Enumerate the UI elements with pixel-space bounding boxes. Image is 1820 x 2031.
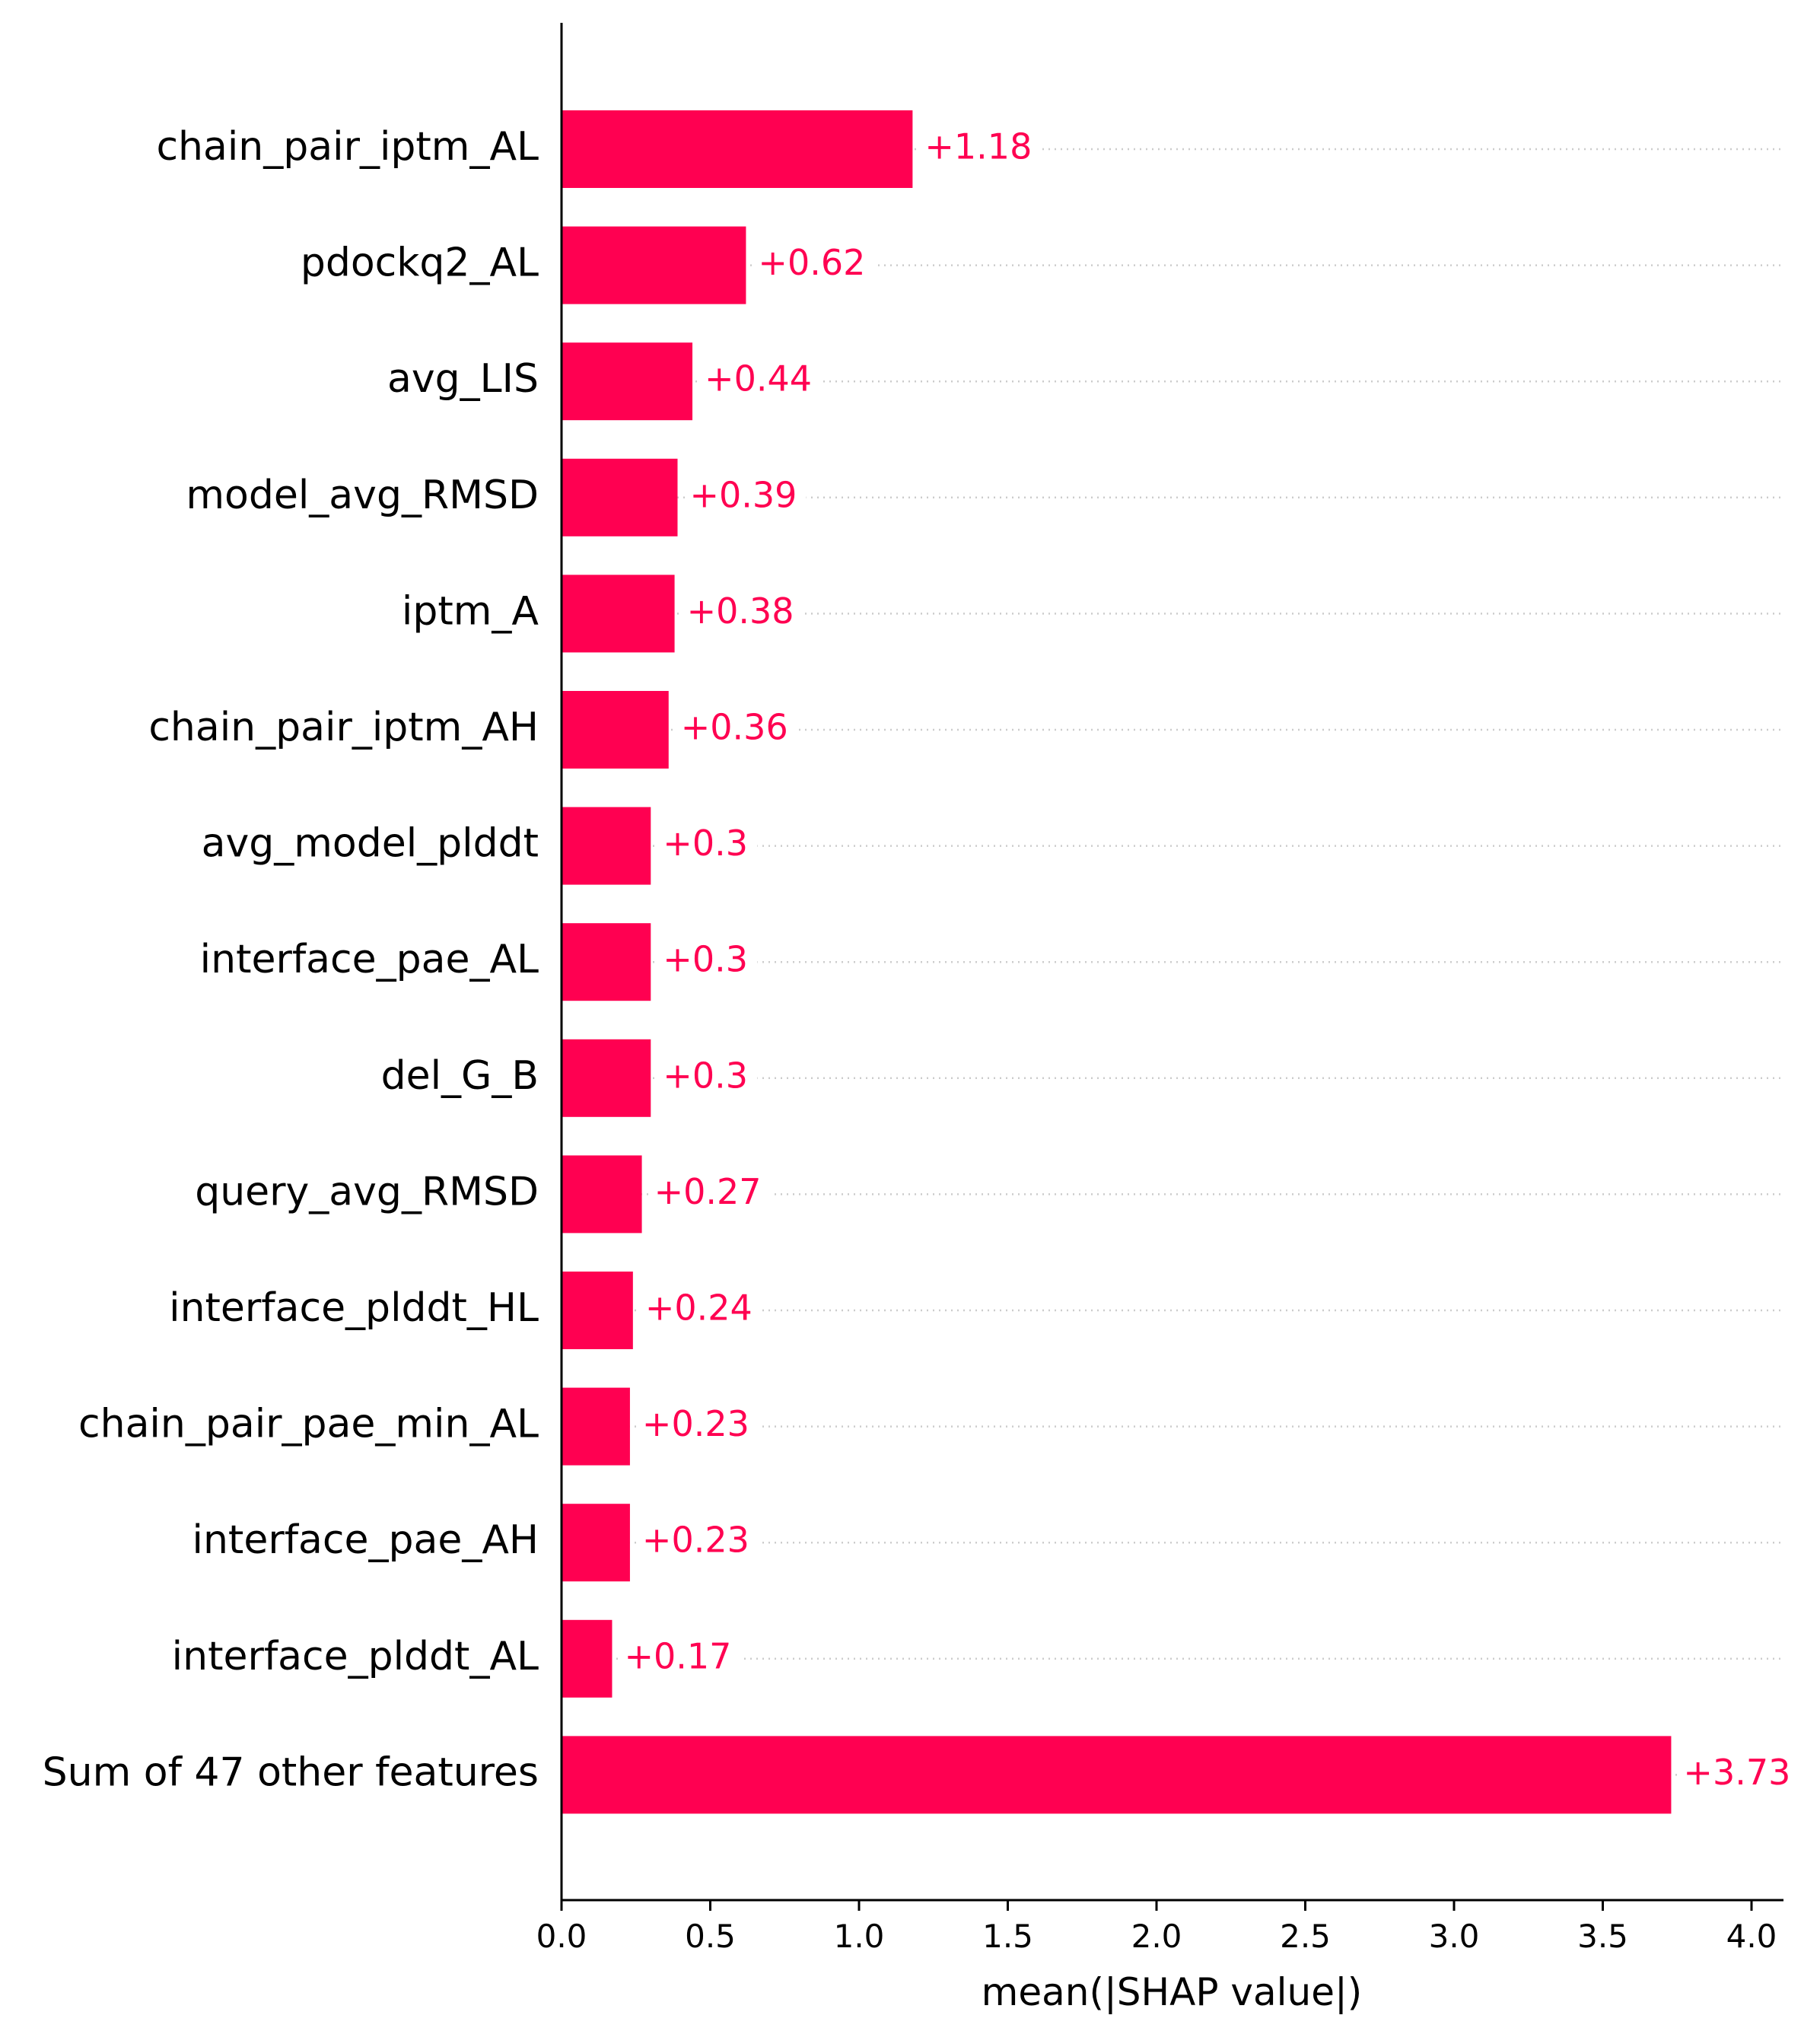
value-label-chain-pair-iptm-ah: +0.36 [681, 707, 788, 748]
value-label-pdockq2-al: +0.62 [758, 242, 865, 283]
feature-label-query-avg-rmsd: query_avg_RMSD [195, 1169, 539, 1214]
feature-label-model-avg-rmsd: model_avg_RMSD [186, 473, 539, 518]
value-label-chain-pair-pae-min-al: +0.23 [642, 1403, 749, 1444]
value-label-backing-pdockq2-al [753, 242, 875, 288]
x-axis-ticks: 0.0 0.5 1.0 1.5 2.0 2.5 3.0 3.5 4.0 [536, 1900, 1777, 1955]
value-label-backing-chain-pair-iptm-ah [676, 707, 797, 753]
value-label-interface-pae-al: +0.3 [663, 939, 748, 980]
value-label-backing-interface-pae-ah [637, 1520, 759, 1566]
bar-model-avg-rmsd [562, 458, 678, 536]
value-label-backing-avg-lis [700, 358, 822, 405]
value-label-model-avg-rmsd: +0.39 [689, 474, 797, 515]
value-label-del-g-b: +0.3 [663, 1055, 748, 1096]
feature-label-chain-pair-iptm-al: chain_pair_iptm_AL [156, 124, 539, 170]
x-tick-label-1-5: 1.5 [982, 1918, 1033, 1955]
value-label-backing-model-avg-rmsd [685, 474, 807, 520]
bar-chain-pair-iptm-al [562, 110, 913, 188]
bar-pdockq2-al [562, 226, 746, 304]
value-label-backing-iptm-a [682, 591, 803, 637]
value-label-backing-chain-pair-iptm-al [920, 126, 1042, 172]
feature-label-chain-pair-pae-min-al: chain_pair_pae_min_AL [78, 1402, 539, 1447]
bar-interface-plddt-al [562, 1619, 612, 1698]
bar-avg-lis [562, 342, 693, 421]
x-tick-label-3-0: 3.0 [1429, 1918, 1480, 1955]
bar-chain-pair-iptm-ah [562, 691, 669, 769]
feature-label-avg-lis: avg_LIS [387, 356, 539, 402]
feature-label-interface-plddt-al: interface_plddt_AL [172, 1634, 539, 1679]
value-label-interface-plddt-hl: +0.24 [645, 1288, 752, 1329]
bar-iptm-a [562, 575, 675, 653]
value-label-backing-interface-plddt-al [619, 1635, 741, 1682]
bar-interface-pae-ah [562, 1504, 630, 1582]
bar-interface-pae-al [562, 923, 651, 1001]
feature-labels: chain_pair_iptm_AL pdockq2_AL avg_LISmodel… [43, 124, 539, 1795]
value-label-backing-avg-model-plddt [658, 823, 758, 869]
x-tick-label-0-5: 0.5 [685, 1918, 736, 1955]
bar-chain-pair-pae-min-al [562, 1387, 630, 1466]
x-tick-label-0-0: 0.0 [536, 1918, 587, 1955]
value-label-backing-interface-pae-al [658, 939, 758, 985]
value-label-iptm-a: +0.38 [687, 591, 794, 632]
feature-label-iptm-a: iptm_A [402, 588, 539, 634]
x-tick-label-3-5: 3.5 [1577, 1918, 1628, 1955]
x-tick-label-1-0: 1.0 [834, 1918, 885, 1955]
feature-label-avg-model-plddt: avg_model_plddt [202, 821, 539, 867]
feature-label-interface-pae-ah: interface_pae_AH [192, 1517, 539, 1563]
feature-label-interface-plddt-hl: interface_plddt_HL [169, 1285, 539, 1331]
bar-avg-model-plddt [562, 807, 651, 885]
feature-label-interface-pae-al: interface_pae_AL [200, 937, 539, 982]
value-labels: +1.18 +0.62 +0.44 +0.39 +0.38 +0.36 +0.3 +0.3 +0… [619, 126, 1800, 1798]
x-tick-label-2-5: 2.5 [1280, 1918, 1331, 1955]
value-label-sum-of-47-other-features: +3.73 [1683, 1752, 1790, 1793]
value-label-backing-chain-pair-pae-min-al [637, 1403, 759, 1450]
value-label-avg-model-plddt: +0.3 [663, 823, 748, 864]
feature-label-chain-pair-iptm-ah: chain_pair_iptm_AH [148, 705, 539, 750]
x-tick-label-2-0: 2.0 [1131, 1918, 1182, 1955]
value-label-chain-pair-iptm-al: +1.18 [924, 126, 1032, 167]
bar-sum-of-47-other-features [562, 1736, 1672, 1814]
feature-label-pdockq2-al: pdockq2_AL [301, 240, 539, 286]
axes [560, 23, 1783, 1902]
value-label-backing-query-avg-rmsd [649, 1171, 771, 1218]
value-label-interface-plddt-al: +0.17 [624, 1635, 731, 1676]
bar-group [562, 110, 1672, 1814]
value-label-query-avg-rmsd: +0.27 [654, 1171, 762, 1212]
value-label-backing-interface-plddt-hl [640, 1288, 762, 1333]
value-label-interface-pae-ah: +0.23 [642, 1520, 749, 1561]
bar-interface-plddt-hl [562, 1272, 633, 1349]
x-tick-label-4-0: 4.0 [1726, 1918, 1777, 1955]
value-label-backing-sum-of-47-other-features [1678, 1752, 1800, 1798]
bar-query-avg-rmsd [562, 1155, 642, 1234]
x-axis-title: mean(|SHAP value|) [982, 1970, 1363, 2014]
feature-label-del-g-b: del_G_B [381, 1053, 539, 1099]
value-label-avg-lis: +0.44 [705, 358, 812, 400]
value-label-backing-del-g-b [658, 1055, 758, 1101]
feature-label-sum-of-47-other-features: Sum of 47 other features [43, 1749, 539, 1795]
bar-del-g-b [562, 1039, 651, 1117]
